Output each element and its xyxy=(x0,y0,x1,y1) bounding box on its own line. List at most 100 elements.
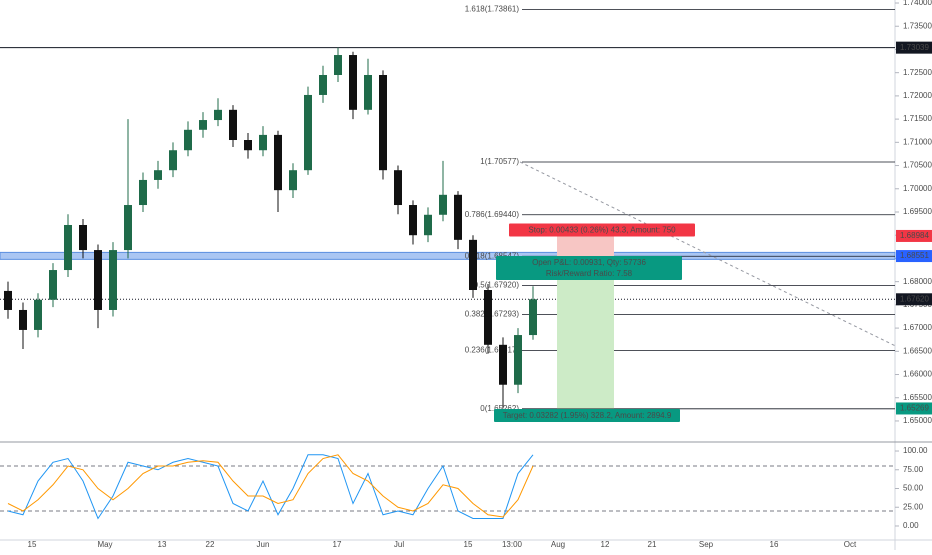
candle-body xyxy=(289,170,297,191)
candle-body xyxy=(304,94,312,171)
stochastic-line xyxy=(7,454,534,520)
position-label: Stop: 0.00433 (0.26%) 43.3, Amount: 750 xyxy=(528,226,676,235)
x-tick-label: 13:00 xyxy=(502,540,523,549)
x-tick-label: Jul xyxy=(394,540,404,549)
x-tick-label: Oct xyxy=(844,540,857,549)
position-label-box xyxy=(494,408,680,422)
candle-body xyxy=(139,179,147,206)
candle-body xyxy=(499,344,507,385)
position-label: Target: 0.03282 (1.95%) 328.2, Amount: 2… xyxy=(503,411,672,420)
candle-body xyxy=(319,74,327,95)
y-tick-label: 0.00 xyxy=(903,521,919,530)
candle-body xyxy=(94,250,102,310)
position-label: Risk/Reward Ratio: 7.58 xyxy=(546,269,633,278)
y-tick-label: 1.69500 xyxy=(903,207,932,216)
y-tick-label: 1.65000 xyxy=(903,416,932,425)
y-tick-label: 50.00 xyxy=(903,484,924,493)
y-tick-label: 1.65500 xyxy=(903,393,932,402)
y-tick-label: 1.72500 xyxy=(903,68,932,77)
candle-body xyxy=(64,224,72,271)
x-tick-label: Jun xyxy=(257,540,270,549)
x-tick-label: 17 xyxy=(333,540,342,549)
x-tick-label: 16 xyxy=(770,540,779,549)
x-tick-label: 15 xyxy=(28,540,37,549)
fib-label: 0.618(1.68547) xyxy=(465,251,520,260)
candle-body xyxy=(259,134,267,151)
fib-label: 0(1.65262) xyxy=(480,404,519,413)
y-tick-label: 1.71000 xyxy=(903,137,932,146)
y-tick-label: 1.68000 xyxy=(903,277,932,286)
candle-body xyxy=(394,170,402,206)
candle-body xyxy=(109,250,117,310)
y-tick-label: 1.67000 xyxy=(903,323,932,332)
price-label-box xyxy=(896,229,932,242)
position-label-box xyxy=(496,256,682,281)
candle-body xyxy=(469,239,477,291)
y-tick-label: 1.66500 xyxy=(903,346,932,355)
candle-body xyxy=(124,205,132,251)
candle-body xyxy=(19,309,27,330)
candle-body xyxy=(424,214,432,236)
target-zone xyxy=(557,256,614,409)
candle-body xyxy=(244,140,252,151)
price-label: 1.67620 xyxy=(900,294,929,303)
candle-body xyxy=(49,270,57,300)
position-label: Open P&L: 0.00931, Qty: 57736 xyxy=(532,258,646,267)
candle-body xyxy=(4,290,12,310)
x-tick-label: Aug xyxy=(551,540,565,549)
price-label: 1.68551 xyxy=(900,251,929,260)
fib-label: 0.5(1.67920) xyxy=(474,280,520,289)
candle-body xyxy=(439,194,447,215)
x-tick-label: 22 xyxy=(206,540,215,549)
fib-label: 0.786(1.69440) xyxy=(465,210,520,219)
candle-body xyxy=(154,170,162,180)
candle-body xyxy=(379,74,387,171)
price-label: 1.68984 xyxy=(900,231,929,240)
candle-body xyxy=(364,74,372,110)
y-tick-label: 1.70000 xyxy=(903,184,932,193)
candle-body xyxy=(529,299,537,336)
candle-body xyxy=(514,335,522,385)
fib-label: 0.236(1.66517) xyxy=(465,346,520,355)
candle-body xyxy=(229,109,237,141)
fib-label: 1(1.70577) xyxy=(480,157,519,166)
y-tick-label: 1.72000 xyxy=(903,91,932,100)
y-tick-label: 25.00 xyxy=(903,502,924,511)
candle-body xyxy=(169,150,177,171)
x-tick-label: May xyxy=(97,540,112,549)
price-label: 1.73039 xyxy=(900,43,929,52)
candle-body xyxy=(484,290,492,345)
fib-label: 0.382(1.67293) xyxy=(465,310,520,319)
price-label-box xyxy=(896,250,932,263)
x-tick-label: 13 xyxy=(158,540,167,549)
y-tick-label: 1.66000 xyxy=(903,370,932,379)
position-label-box xyxy=(509,223,695,237)
price-label-box xyxy=(896,402,932,415)
candle-body xyxy=(334,55,342,75)
y-tick-label: 1.71500 xyxy=(903,114,932,123)
candle-body xyxy=(34,299,42,330)
candle-body xyxy=(79,224,87,251)
candle-body xyxy=(199,120,207,130)
y-tick-label: 1.70500 xyxy=(903,161,932,170)
candle-body xyxy=(184,129,192,151)
fib-label: 1.618(1.73861) xyxy=(465,5,520,14)
candle-body xyxy=(274,134,282,191)
trendline xyxy=(519,161,896,347)
candle-body xyxy=(214,109,222,121)
x-tick-label: 12 xyxy=(601,540,610,549)
candle-body xyxy=(349,55,357,110)
y-tick-label: 1.73500 xyxy=(903,21,932,30)
price-label-box xyxy=(896,293,932,306)
price-label-box xyxy=(896,41,932,54)
candle-body xyxy=(409,205,417,236)
stop-zone xyxy=(557,235,614,257)
y-tick-label: 1.74000 xyxy=(903,0,932,7)
candle-body xyxy=(454,194,462,240)
y-tick-label: 100.00 xyxy=(903,446,928,455)
y-tick-label: 75.00 xyxy=(903,465,924,474)
price-label: 1.65269 xyxy=(900,404,929,413)
x-tick-label: 21 xyxy=(648,540,657,549)
